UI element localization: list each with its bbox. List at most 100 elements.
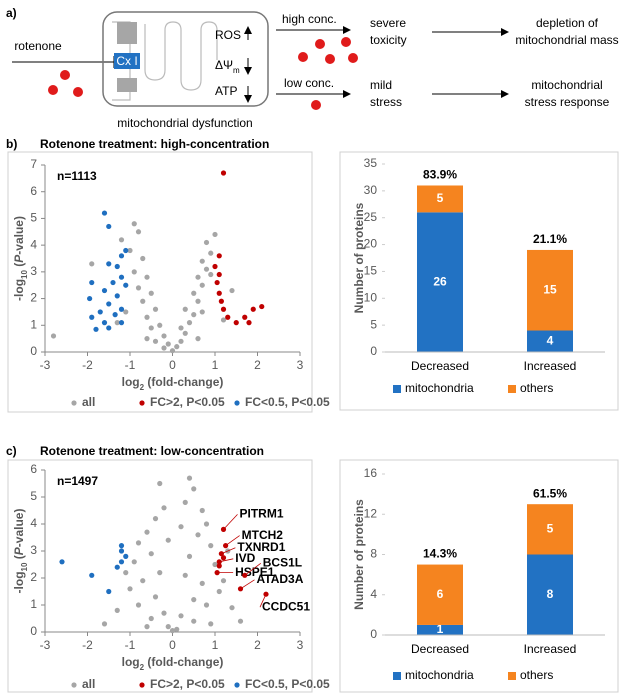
point <box>165 341 171 347</box>
x-tick-label: -1 <box>125 358 136 372</box>
membrane-block <box>117 22 137 44</box>
point <box>169 628 176 634</box>
label-part: log <box>122 655 140 669</box>
y-axis-label: -log10 (P-value) <box>12 509 28 594</box>
point <box>208 621 214 627</box>
legend-label: FC<0.5, P<0.05 <box>245 677 330 691</box>
legend-marker <box>234 682 240 688</box>
point <box>174 626 180 632</box>
point <box>178 524 184 530</box>
input-label: rotenone <box>14 39 62 53</box>
outcome: stress response <box>525 95 610 109</box>
y-tick-label: 2 <box>30 291 37 305</box>
legend-swatch <box>508 672 516 680</box>
panel-a: a) rotenone Cx I ROS ΔΨm ATP mitochondri… <box>6 6 619 130</box>
y-axis-label: Number of proteins <box>352 499 366 610</box>
legend-swatch <box>508 385 516 393</box>
legend-marker <box>139 400 145 406</box>
point <box>118 559 125 565</box>
point <box>229 287 235 294</box>
point <box>140 578 146 584</box>
point <box>216 271 222 278</box>
point <box>195 532 201 538</box>
membrane-block <box>117 78 137 92</box>
legend-marker <box>139 682 145 688</box>
y-tick-label: 5 <box>30 211 37 225</box>
point <box>216 588 222 595</box>
point <box>191 312 197 318</box>
point <box>118 274 125 280</box>
point-label: PITRM1 <box>240 507 284 521</box>
outcome: depletion of <box>536 16 599 30</box>
point <box>220 555 227 561</box>
chart-frame <box>7 459 313 693</box>
point <box>186 320 193 326</box>
y-tick-label: 20 <box>364 237 378 251</box>
y-tick-label: 12 <box>364 506 378 520</box>
point <box>174 344 180 350</box>
point <box>123 247 129 254</box>
value-label: 5 <box>547 522 554 536</box>
point <box>131 559 137 565</box>
point <box>131 221 137 227</box>
legend-label: mitochondria <box>405 668 474 682</box>
chart-title: Rotenone treatment: high-concentration <box>40 137 269 151</box>
point <box>50 333 57 339</box>
total-label: 61.5% <box>533 486 567 500</box>
point <box>208 271 214 278</box>
x-tick-label: 3 <box>297 358 304 372</box>
label-part: 2 <box>140 383 145 392</box>
readout: ΔΨm <box>215 58 240 74</box>
x-tick-label: Increased <box>524 642 577 656</box>
y-tick-label: 2 <box>30 570 37 584</box>
total-label: 14.3% <box>423 547 457 561</box>
annotation: n=1497 <box>57 474 98 488</box>
value-label: 8 <box>547 587 554 601</box>
point-label: ATAD3A <box>257 572 304 586</box>
value-label: 4 <box>547 333 554 347</box>
point <box>106 588 112 595</box>
value-label: 5 <box>437 191 444 205</box>
point <box>123 553 129 560</box>
y-tick-label: 7 <box>30 157 37 171</box>
value-label: 1 <box>437 622 444 636</box>
point <box>59 559 65 565</box>
point <box>135 602 142 608</box>
point <box>118 320 125 326</box>
dot <box>48 85 58 95</box>
point <box>135 285 142 291</box>
value-label: 6 <box>437 587 444 601</box>
point <box>110 279 116 286</box>
legend-label: FC>2, P<0.05 <box>150 677 225 691</box>
y-tick-label: 0 <box>370 627 377 641</box>
mitochondrion <box>102 11 269 107</box>
point <box>140 255 146 262</box>
complex-label: Cx I <box>116 54 137 68</box>
legend-label: others <box>520 668 553 682</box>
point <box>182 572 188 578</box>
point <box>191 486 197 492</box>
point <box>203 521 210 527</box>
label-part: 10 <box>20 270 29 279</box>
point <box>101 320 108 326</box>
outcome: mitochondrial mass <box>515 33 618 47</box>
label-part: P <box>12 546 26 555</box>
point <box>199 282 205 288</box>
point <box>250 306 256 312</box>
dose-label: high conc. <box>282 12 337 26</box>
point <box>212 231 218 238</box>
outcome: mitochondrial <box>531 78 602 92</box>
point-label: TXNRD1 <box>237 540 285 554</box>
point <box>203 266 210 272</box>
x-tick-label: -1 <box>125 638 136 652</box>
point <box>182 499 188 505</box>
y-tick-label: 10 <box>364 290 378 304</box>
panel-label: a) <box>6 6 17 20</box>
point <box>144 624 150 630</box>
x-tick-label: 2 <box>254 638 261 652</box>
effect: severe <box>370 16 406 30</box>
point <box>161 505 167 511</box>
legend-marker <box>71 682 77 688</box>
point <box>152 306 159 312</box>
point <box>161 610 167 616</box>
